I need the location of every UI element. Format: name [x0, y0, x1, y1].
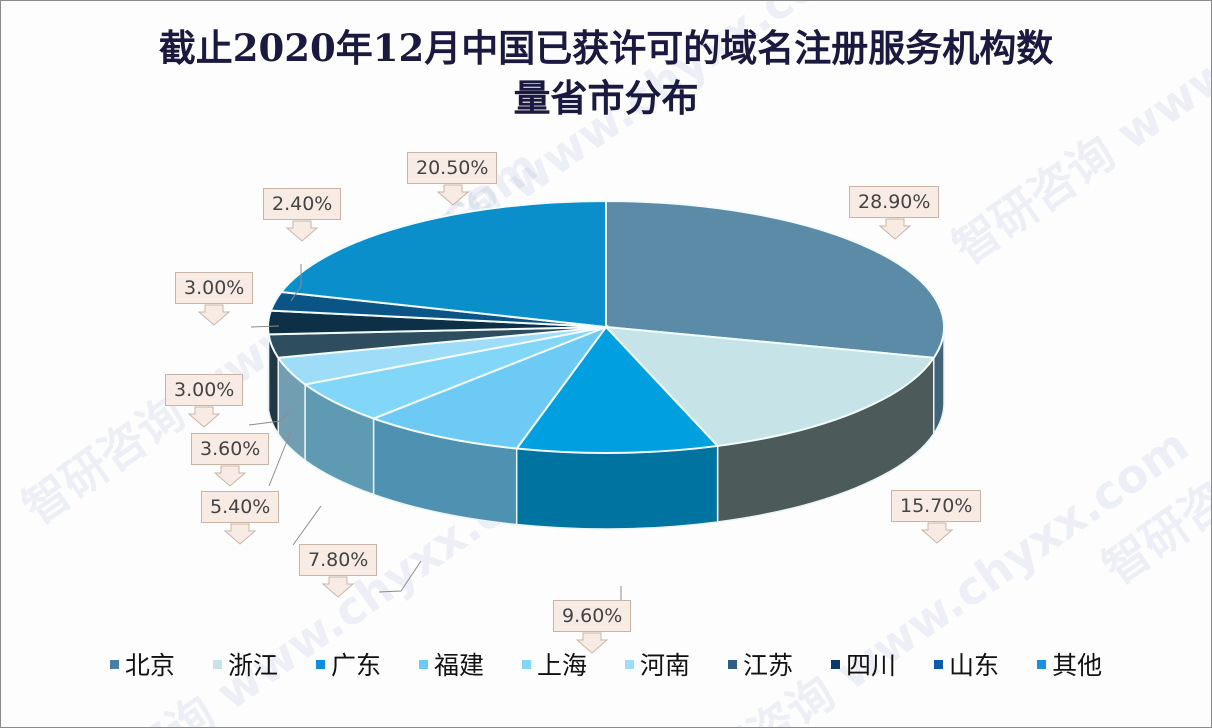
callout-arrow-icon: [285, 220, 319, 242]
legend-swatch-icon: [728, 659, 738, 669]
legend-label: 浙江: [227, 651, 278, 680]
legend-item-福建[interactable]: 福建: [418, 646, 484, 682]
data-label: 5.40%: [201, 491, 280, 523]
pie-slice-其他[interactable]: [279, 199, 607, 329]
legend-swatch-icon: [625, 659, 634, 669]
callout-arrow-icon: [213, 465, 247, 487]
callout-arrow-icon: [436, 184, 470, 206]
legend-label: 山东: [949, 651, 1000, 680]
legend-swatch-icon: [418, 659, 428, 669]
legend-item-四川[interactable]: 四川: [831, 646, 896, 682]
legend-swatch-icon: [934, 659, 944, 669]
data-label: 9.60%: [553, 600, 632, 632]
data-label: 3.00%: [175, 272, 254, 304]
legend-item-其他[interactable]: 其他: [1037, 646, 1102, 682]
legend-swatch-icon: [315, 659, 325, 669]
pie-side-walls: [267, 326, 945, 530]
pie-top-faces: [267, 199, 945, 454]
legend-label: 四川: [846, 651, 897, 680]
data-label: 28.90%: [849, 186, 940, 218]
chart-title: 截止2020年12月中国已获许可的域名注册服务机构数 量省市分布: [1, 23, 1211, 123]
legend: 北京 浙江 广东 福建 上海 河南 江苏 四川 山东 其他: [1, 646, 1211, 682]
legend-swatch-icon: [1037, 659, 1047, 669]
pie-slice-浙江[interactable]: [603, 325, 936, 447]
data-label: 20.50%: [407, 152, 498, 184]
pie-slice-广东[interactable]: [514, 325, 720, 454]
pie-slice-福建[interactable]: [370, 324, 609, 450]
legend-label: 其他: [1052, 651, 1103, 680]
legend-item-北京[interactable]: 北京: [109, 646, 175, 682]
callout-arrow-icon: [197, 304, 231, 326]
data-label: 7.80%: [299, 544, 378, 576]
callout-arrow-icon: [878, 218, 912, 240]
data-label: 3.60%: [191, 433, 270, 465]
data-label: 2.40%: [263, 188, 342, 220]
legend-swatch-icon: [521, 659, 531, 669]
legend-item-上海[interactable]: 上海: [521, 646, 587, 682]
callout-arrow-icon: [920, 522, 954, 544]
legend-swatch-icon: [831, 659, 841, 669]
legend-swatch-icon: [212, 659, 222, 669]
callout-arrow-icon: [187, 406, 221, 428]
legend-swatch-icon: [109, 659, 119, 669]
data-label: 15.70%: [891, 490, 982, 522]
legend-label: 北京: [124, 651, 175, 680]
chart-title-line2: 量省市分布: [513, 76, 699, 120]
legend-item-浙江[interactable]: 浙江: [212, 646, 278, 682]
callout-arrow-icon: [321, 576, 355, 598]
legend-item-山东[interactable]: 山东: [934, 646, 999, 682]
callout-arrow-icon: [223, 523, 257, 545]
chart-title-line1: 截止2020年12月中国已获许可的域名注册服务机构数: [158, 26, 1054, 70]
legend-item-广东[interactable]: 广东: [315, 646, 381, 682]
legend-label: 上海: [536, 651, 587, 680]
legend-label: 江苏: [743, 651, 794, 680]
callout-arrow-icon: [575, 632, 609, 654]
data-label: 3.00%: [165, 374, 244, 406]
legend-label: 福建: [433, 651, 484, 680]
pie-side-广东: [515, 445, 719, 530]
pie-slice-北京[interactable]: [605, 199, 945, 359]
legend-item-江苏[interactable]: 江苏: [728, 646, 793, 682]
legend-label: 河南: [640, 651, 691, 680]
legend-item-河南[interactable]: 河南: [625, 646, 690, 682]
legend-label: 广东: [330, 651, 381, 680]
